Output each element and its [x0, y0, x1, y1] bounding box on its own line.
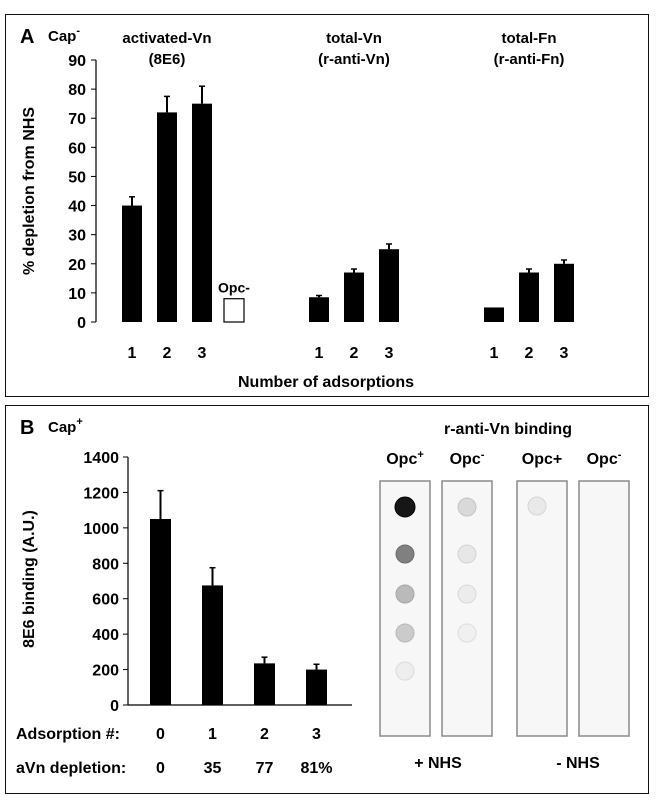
b-y-tick-label-0: 0 [110, 698, 119, 715]
b-bar-0 [150, 519, 171, 705]
lane-0-dot-4 [395, 661, 415, 681]
group-label-plus-nhs: + NHS [414, 755, 462, 772]
y-tick-label-1: 10 [68, 286, 86, 303]
b-row-0-value-3: 3 [312, 726, 321, 743]
group-2-bar-0 [484, 307, 504, 322]
group-0-x-label-0: 1 [128, 345, 137, 362]
group-2-title-line-1: (r-anti-Fn) [494, 51, 565, 68]
group-2-title-line-0: total-Fn [502, 30, 557, 47]
group-2-bar-1 [519, 272, 539, 322]
y-tick-label-3: 30 [68, 228, 86, 245]
panel-b: B Cap+ 0 200 400 600 800 1000 1200 1400 8E6 bind… [5, 405, 649, 794]
b-row-0-value-2: 2 [260, 726, 269, 743]
y-tick-label-6: 60 [68, 140, 86, 157]
lane-0-strip [379, 480, 431, 737]
y-tick-label-9: 90 [68, 53, 86, 70]
group-0-title-line-0: activated-Vn [122, 30, 211, 47]
group-2-x-label-2: 3 [560, 345, 569, 362]
chart-a-plot: 0 10 20 30 40 50 60 70 80 90 % depletion from NHS a… [21, 30, 574, 391]
dot-blot-title: r-anti-Vn binding [444, 421, 572, 438]
b-y-tick-label-1: 200 [92, 663, 119, 680]
b-row-label-0: Adsorption #: [16, 726, 120, 743]
group-1-bar-1 [344, 272, 364, 322]
group-2-x-label-1: 2 [525, 345, 534, 362]
lane-1-label: Opc- [450, 449, 485, 468]
panel-a-condition: Cap- [48, 25, 80, 45]
lane-0-dot-2 [395, 584, 415, 604]
b-row-1-value-0: 0 [156, 760, 165, 777]
group-label-minus-nhs: - NHS [556, 755, 600, 772]
lane-1-dot-0 [457, 497, 477, 517]
b-y-tick-label-2: 400 [92, 627, 119, 644]
group-1-x-label-0: 1 [315, 345, 324, 362]
panel-a-letter: A [20, 26, 34, 48]
b-y-axis-label: 8E6 binding (A.U.) [21, 510, 38, 648]
y-tick-label-4: 40 [68, 199, 86, 216]
opc-minus-bar-label: Opc- [218, 280, 250, 296]
group-1-title-line-1: (r-anti-Vn) [318, 51, 390, 68]
chart-a: A Cap- 0 10 20 30 40 50 60 70 80 90 % depletion fr… [20, 25, 574, 391]
y-tick-label-7: 70 [68, 111, 86, 128]
panel-b-condition: Cap+ [48, 416, 83, 436]
b-row-label-1: aVn depletion: [16, 760, 126, 777]
dot-blot: r-anti-Vn binding Opc+ Opc- Opc+ Opc- + NHS - … [379, 421, 630, 772]
panel-a: A Cap- 0 10 20 30 40 50 60 70 80 90 % depletion fr… [5, 14, 649, 397]
b-y-tick-label-7: 1400 [83, 450, 119, 467]
b-y-tick-label-3: 600 [92, 592, 119, 609]
lane-3-strip [578, 480, 630, 737]
b-row-0-value-0: 0 [156, 726, 165, 743]
group-1-bar-2 [379, 249, 399, 322]
lane-0-dot-3 [395, 623, 415, 643]
group-2-bar-2 [554, 263, 574, 322]
lane-2-dot-0 [527, 496, 547, 516]
y-tick-label-0: 0 [77, 315, 86, 332]
lane-3-label: Opc- [587, 449, 622, 468]
y-tick-label-8: 80 [68, 82, 86, 99]
lane-0-dot-1 [395, 544, 415, 564]
group-1-x-label-2: 3 [385, 345, 394, 362]
group-1-title-line-0: total-Vn [326, 30, 382, 47]
group-0-bar-2 [192, 103, 212, 323]
group-1-x-label-1: 2 [350, 345, 359, 362]
lane-1-dot-2 [457, 584, 477, 604]
lane-0-dot-0 [394, 496, 416, 518]
b-bar-1 [202, 585, 223, 705]
b-y-tick-label-5: 1000 [83, 521, 119, 538]
group-0-x-label-1: 2 [163, 345, 172, 362]
b-row-1-value-2: 77 [256, 760, 274, 777]
opc-minus-bar [223, 298, 245, 323]
group-0-bar-1 [157, 112, 177, 323]
b-bar-2 [254, 663, 275, 705]
panel-b-letter: B [20, 417, 34, 439]
b-bar-3 [306, 669, 327, 705]
group-0-title-line-1: (8E6) [149, 51, 186, 68]
y-axis-label: % depletion from NHS [21, 107, 38, 275]
group-2-x-label-0: 1 [490, 345, 499, 362]
group-1-bar-0 [309, 297, 329, 322]
b-y-tick-label-6: 1200 [83, 485, 119, 502]
x-axis-label: Number of adsorptions [238, 374, 414, 391]
group-0-x-label-2: 3 [198, 345, 207, 362]
lane-1-dot-3 [457, 623, 477, 643]
lane-1-strip [441, 480, 493, 737]
lane-0-label: Opc+ [386, 449, 424, 468]
b-row-1-value-1: 35 [204, 760, 222, 777]
b-row-0-value-1: 1 [208, 726, 217, 743]
b-y-tick-label-4: 800 [92, 556, 119, 573]
y-tick-label-5: 50 [68, 169, 86, 186]
group-0-bar-0 [122, 205, 142, 322]
lane-2-label: Opc+ [522, 451, 562, 468]
lane-1-dot-1 [457, 544, 477, 564]
y-tick-label-2: 20 [68, 257, 86, 274]
b-row-1-value-3: 81% [300, 760, 332, 777]
lane-2-strip [516, 480, 568, 737]
